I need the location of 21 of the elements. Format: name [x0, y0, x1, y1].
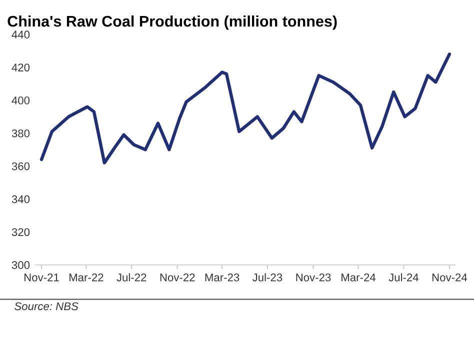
x-tick-label: Nov-22	[160, 274, 195, 282]
y-tick-label: 380	[12, 129, 30, 138]
source-note: Source: NBS	[14, 302, 78, 310]
y-tick-label: 360	[12, 162, 30, 170]
x-tick-label: Jul-24	[388, 273, 418, 282]
x-tick-label: Nov-21	[24, 274, 59, 282]
x-tick-label: Mar-24	[342, 274, 376, 282]
x-tick-label: Nov-24	[432, 274, 468, 282]
line-series	[40, 52, 452, 164]
y-tick-label: 420	[12, 64, 30, 72]
y-tick-label: 440	[12, 30, 30, 39]
x-tick-label: Nov-23	[296, 274, 331, 282]
chart-title: China's Raw Coal Production (million tonnes)	[8, 15, 337, 30]
x-tick-label: Mar-23	[205, 274, 240, 282]
y-tick-label: 300	[12, 261, 30, 270]
x-tick-label: Jul-23	[252, 273, 282, 282]
x-tick-label: Mar-22	[69, 274, 104, 282]
y-tick-label: 340	[12, 195, 30, 204]
y-tick-label: 400	[12, 96, 30, 104]
x-tick-label: Jul-22	[116, 273, 146, 282]
y-tick-label: 320	[12, 228, 30, 236]
